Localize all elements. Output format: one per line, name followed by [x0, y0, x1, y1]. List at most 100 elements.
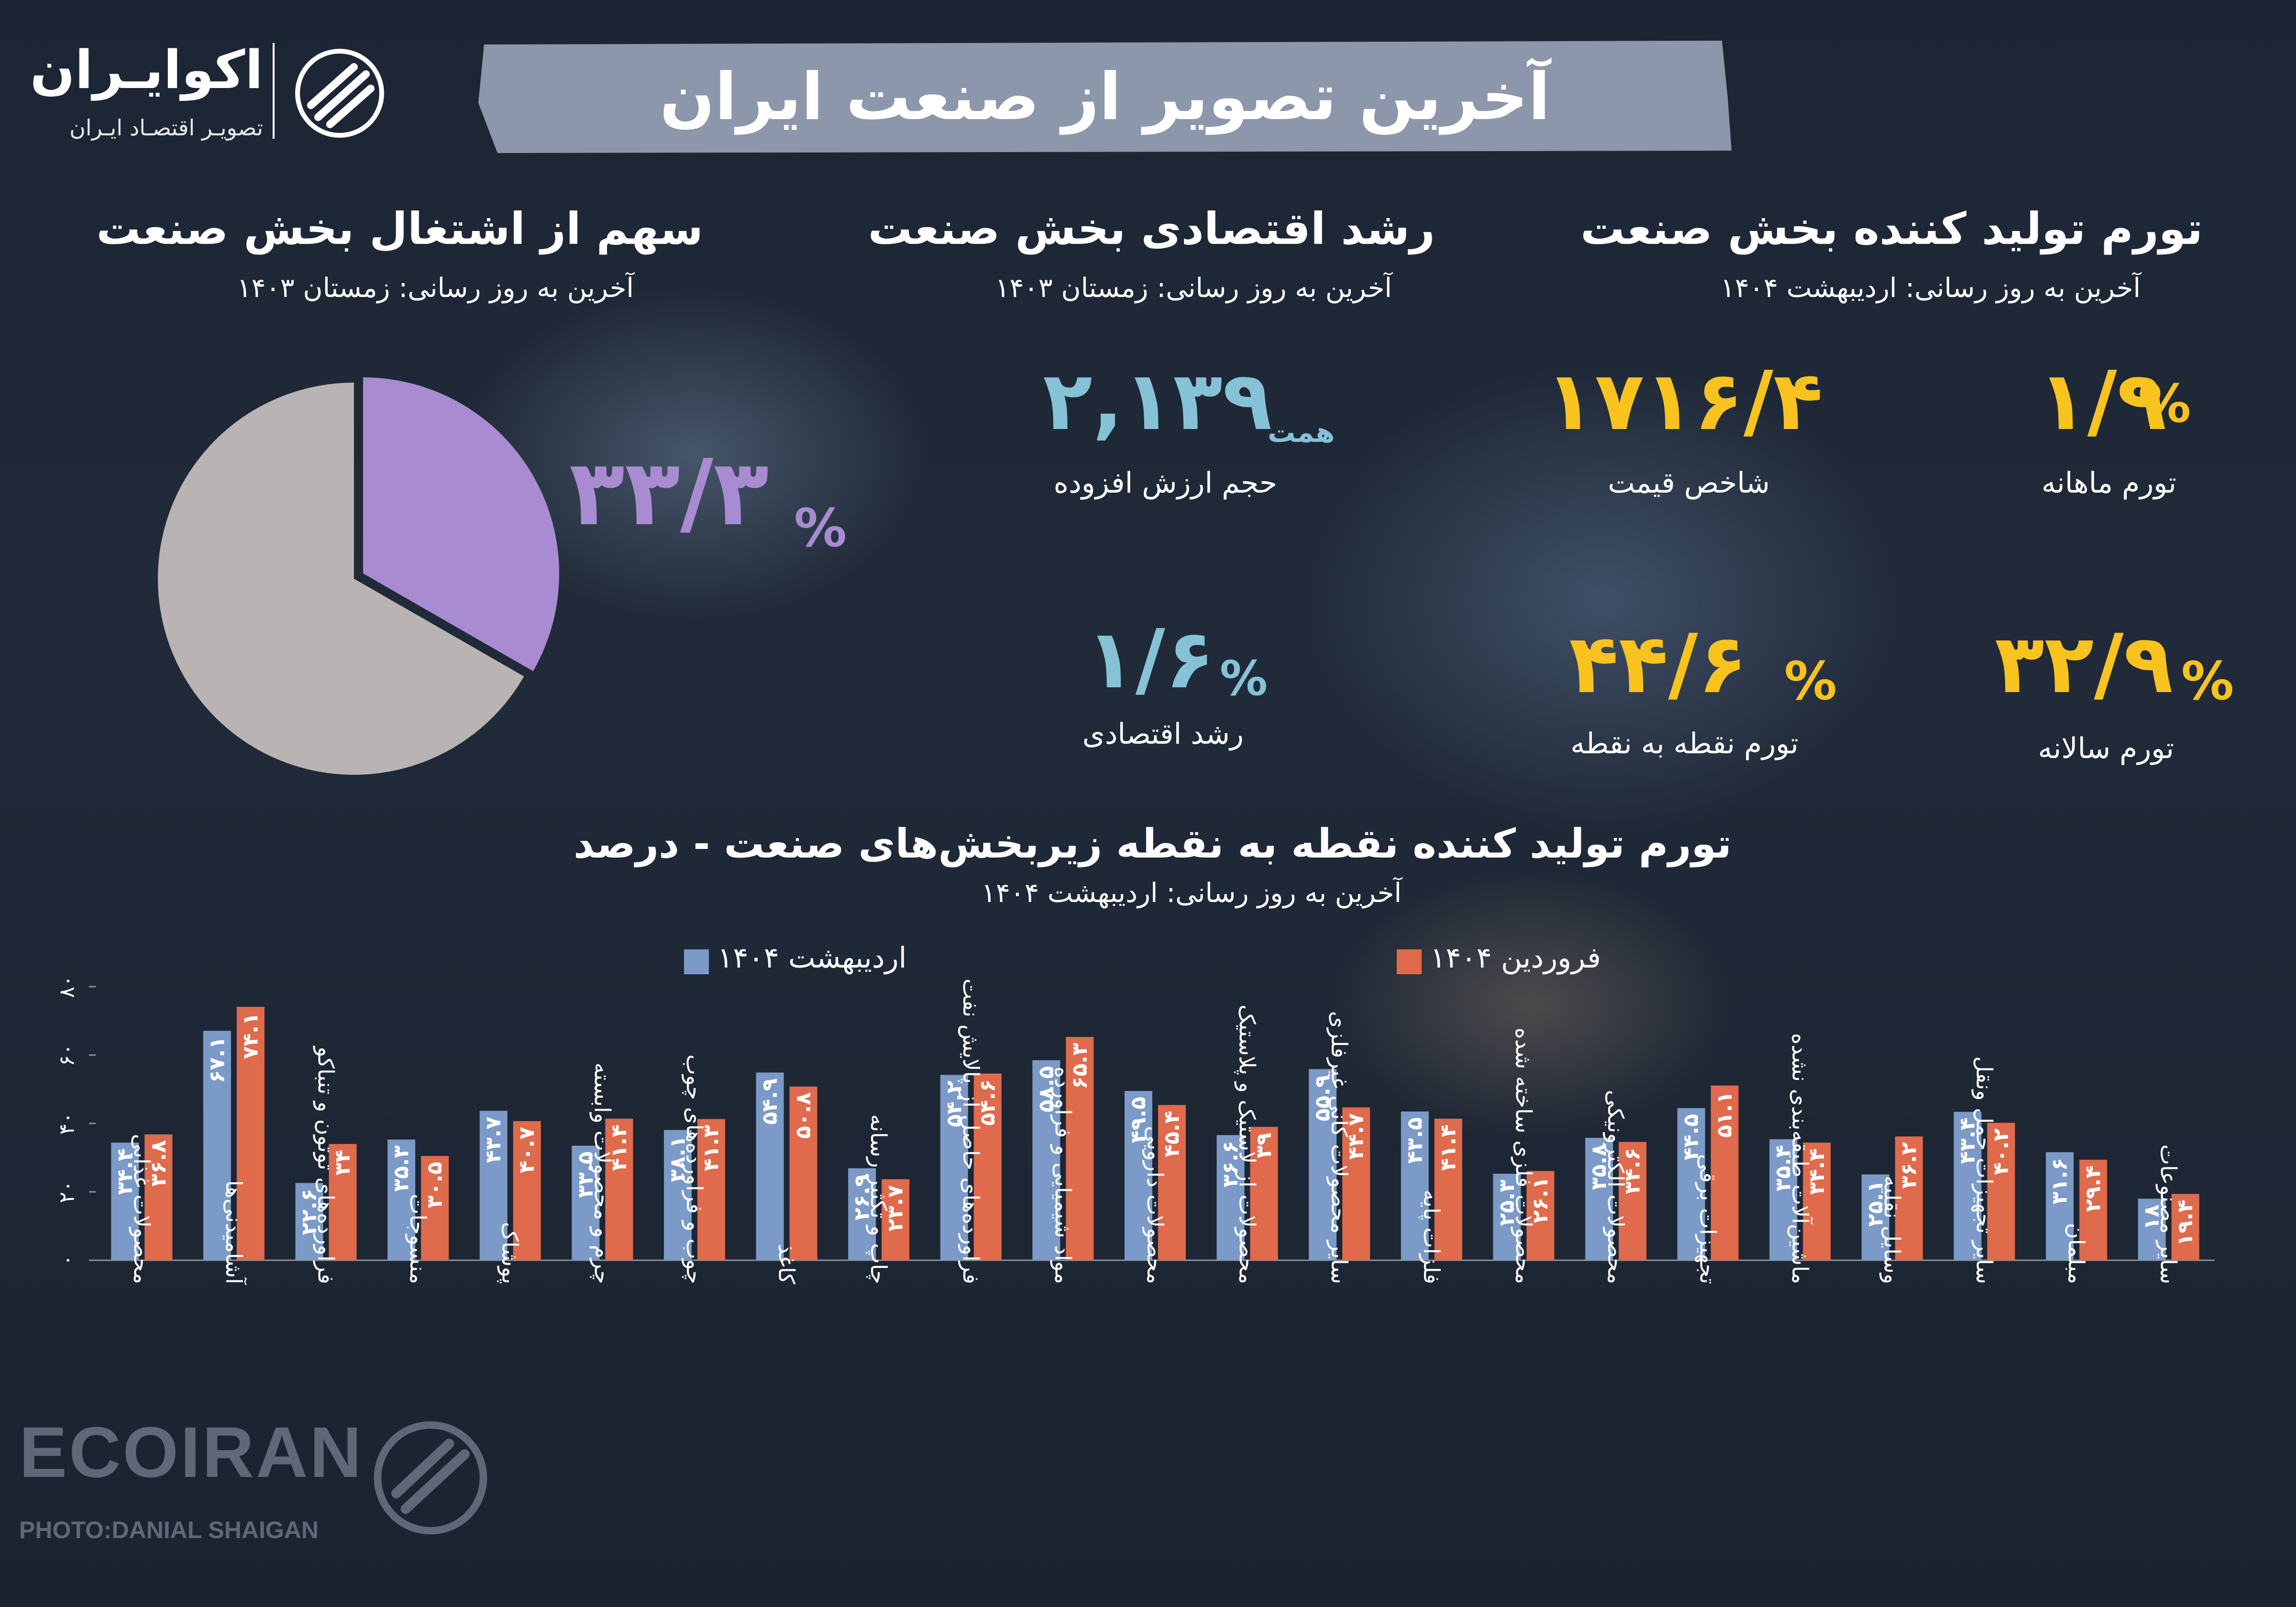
bar-value-label: ۳۴ [331, 1150, 355, 1176]
bar-ordibehesht [1309, 1069, 1337, 1260]
watermark-logo-icon [374, 1421, 487, 1535]
bar-value-label: ۵۸.۵ [1034, 1066, 1059, 1112]
category-label: چاپ و تکثیر رسانه [865, 1114, 892, 1284]
growth-section-subtitle: آخرین به روز رسانی: زمستان ۱۴۰۳ [995, 273, 1392, 304]
bar-ordibehesht [295, 1183, 323, 1260]
y-tick-label: ۲۰ [55, 1180, 79, 1203]
point-inflation-percent: % [1784, 650, 1837, 712]
bar-farvardin [1158, 1105, 1186, 1260]
bar-farvardin [789, 1086, 817, 1260]
bar-ordibehesht [848, 1168, 876, 1260]
bar-value-label: ۳۱.۶ [2048, 1158, 2072, 1204]
bar-value-label: ۳۵.۴ [1771, 1145, 1796, 1191]
bar-ordibehesht [1493, 1174, 1521, 1260]
bar-value-label: ۳۶.۲ [1897, 1142, 1921, 1189]
photo-watermark: ECOIRAN PHOTO:DANIAL SHAIGAN [5, 1397, 512, 1597]
bar-farvardin [1434, 1118, 1462, 1260]
bar-value-label: ۴۳.۴ [1955, 1118, 1980, 1164]
growth-section-title: رشد اقتصادی بخش صنعت [868, 203, 1435, 254]
bar-value-label: ۴۱.۴ [1436, 1124, 1460, 1171]
bar-ordibehesht [1769, 1139, 1798, 1260]
bar-ordibehesht [1861, 1174, 1889, 1260]
brand-tagline: تصویـر اقتصـاد ایـران [69, 115, 263, 141]
category-label: ماشین‌آلات طبقه‌بندی نشده [1787, 1033, 1813, 1284]
bar-farvardin [973, 1073, 1002, 1260]
employment-share-value: ۳۳/۳ [569, 440, 769, 546]
value-added-value: ۲,۱۳۹ [1043, 354, 1272, 449]
bar-value-label: ۲۵.۱ [1863, 1180, 1888, 1227]
bar-farvardin [421, 1156, 449, 1260]
bar-farvardin [882, 1179, 910, 1260]
bar-value-label: ۲۹.۴ [2081, 1166, 2106, 1212]
legend-label-farvardin: فروردین ۱۴۰۴ [1430, 941, 1601, 975]
bar-value-label: ۲۳.۷ [883, 1185, 908, 1231]
category-label: مواد شیمیایی و فراورده [1049, 1067, 1076, 1284]
bar-farvardin [1342, 1107, 1370, 1260]
price-index-label: شاخص قیمت [1608, 466, 1770, 500]
bar-value-label: ۳۰.۵ [423, 1162, 447, 1208]
category-label: چرم و محصولات وابسته [589, 1063, 615, 1284]
bar-value-label: ۳۹ [1252, 1133, 1276, 1158]
category-label: فراورده‌های حاصل از پالایش نفت [958, 979, 984, 1284]
bar-value-label: ۳۴.۶ [1621, 1148, 1645, 1194]
bar-value-label: ۳۴.۴ [1805, 1148, 1829, 1195]
bar-farvardin [236, 1007, 265, 1260]
bar-ordibehesht [1585, 1138, 1613, 1260]
bar-value-label: ۴۳.۵ [1402, 1117, 1427, 1164]
category-label: تجهیزات برقی [1695, 1154, 1721, 1284]
bar-farvardin [1803, 1143, 1831, 1260]
category-label: محصولات الکترونیکی [1602, 1090, 1629, 1284]
bar-farvardin [1711, 1085, 1739, 1260]
bar-farvardin [1526, 1171, 1555, 1260]
bar-ordibehesht [111, 1143, 139, 1260]
value-added-unit: همت [1268, 416, 1335, 449]
bar-ordibehesht [2046, 1152, 2074, 1260]
inflation-section-subtitle: آخرین به روز رسانی: اردیبهشت ۱۴۰۴ [1720, 273, 2141, 304]
bar-value-label: ۴۱.۴ [607, 1124, 631, 1171]
y-tick-label: ۶۰ [55, 1044, 79, 1066]
bar-ordibehesht [756, 1072, 784, 1260]
bar-farvardin [2171, 1194, 2199, 1260]
legend-swatch-ordibehesht [684, 949, 709, 974]
bar-value-label: ۳۵.۳ [389, 1145, 414, 1191]
bar-value-label: ۵۰.۸ [791, 1092, 816, 1139]
inflation-section-title: تورم تولید کننده بخش صنعت [1580, 203, 2203, 254]
category-label: فراورده‌های توتون و تنباکو [313, 1046, 339, 1284]
annual-inflation-percent: % [2181, 650, 2234, 712]
page-title: آخرین تصویر از صنعت ایران [660, 59, 1550, 134]
bar-value-label: ۴۹.۵ [1126, 1097, 1151, 1143]
bar-value-label: ۵۵.۹ [1311, 1075, 1335, 1121]
bar-ordibehesht [203, 1031, 231, 1260]
category-label: سایر محصولات کانی غیرفلزی [1326, 1011, 1352, 1284]
employment-section-title: سهم از اشتغال بخش صنعت [96, 203, 703, 254]
bar-ordibehesht [387, 1139, 416, 1260]
bar-value-label: ۱۹.۴ [2173, 1200, 2197, 1246]
bar-value-label: ۳۶.۸ [146, 1140, 171, 1187]
monthly-inflation-label: تورم ماهانه [2041, 466, 2176, 500]
bar-value-label: ۵۴.۲ [942, 1080, 966, 1127]
bar-ordibehesht [940, 1075, 968, 1260]
watermark-text: ECOIRAN [19, 1412, 364, 1492]
bar-value-label: ۵۴.۹ [758, 1078, 782, 1124]
bar-value-label: ۳۶.۶ [1218, 1141, 1243, 1187]
monthly-inflation-percent: % [2138, 373, 2191, 434]
bar-value-label: ۴۰.۷ [515, 1127, 539, 1173]
bar-farvardin [1987, 1123, 2015, 1260]
pie-slice-industry-share [363, 377, 560, 671]
bar-farvardin [329, 1144, 357, 1260]
bar-ordibehesht [1216, 1135, 1245, 1260]
bar-farvardin [605, 1118, 633, 1260]
title-banner: آخرین تصویر از صنعت ایران [478, 41, 1732, 153]
annual-inflation-label: تورم سالانه [2038, 732, 2174, 765]
point-inflation-value: ۴۴/۶ [1569, 617, 1748, 712]
bar-ordibehesht [1125, 1091, 1152, 1260]
legend-swatch-farvardin [1397, 949, 1422, 974]
bar-value-label: ۲۶.۱ [1528, 1177, 1553, 1223]
y-tick-label: ۸۰ [55, 975, 79, 998]
employment-pie-chart [158, 377, 560, 775]
economic-growth-percent: % [1220, 650, 1268, 706]
category-label: محصولات غذایی [128, 1134, 155, 1284]
bar-value-label: ۷۴.۱ [238, 1013, 263, 1059]
